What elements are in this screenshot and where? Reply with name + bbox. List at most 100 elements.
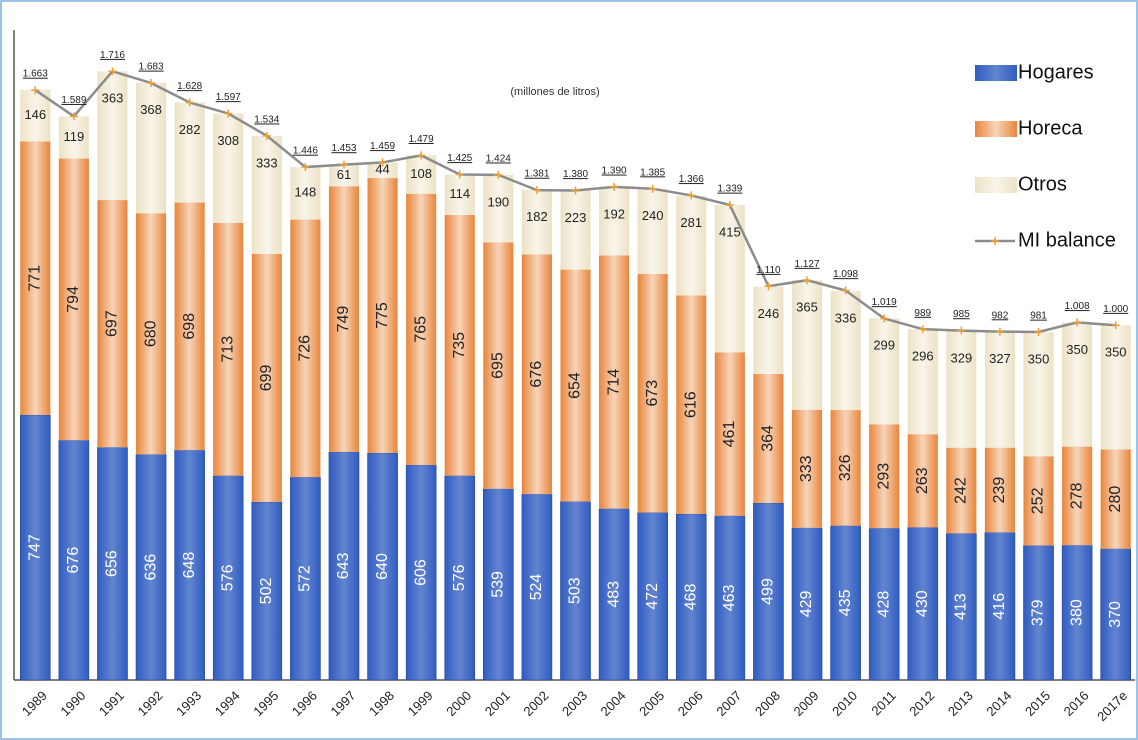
bar-segment-shade [907, 329, 938, 435]
line-marker [764, 282, 773, 291]
data-label: 413 [953, 593, 970, 620]
line-marker [803, 276, 812, 285]
legend-swatch-shade [975, 177, 1017, 193]
bar-segment-shade [714, 352, 745, 516]
legend-label: MI balance [1018, 229, 1116, 251]
bar-segment-shade [290, 476, 321, 681]
data-label: 499 [760, 578, 777, 605]
bar-segment-shade [830, 410, 861, 526]
bar-segment-shade [20, 141, 51, 416]
bar-segment-shade [1062, 446, 1093, 546]
bar-segment-shade [97, 200, 128, 448]
line-marker [1073, 318, 1082, 327]
line-value-label: 1.366 [679, 174, 704, 185]
bar-segment-shade [367, 178, 398, 453]
data-label: 336 [835, 310, 857, 325]
data-label: 747 [27, 534, 44, 561]
line-value-label: 1.110 [756, 265, 781, 276]
line-marker [108, 67, 117, 76]
bar-segment-shade [714, 205, 745, 353]
line-value-label: 1.425 [447, 153, 472, 164]
line-marker [610, 182, 619, 191]
bar-segment-shade [174, 449, 205, 681]
legend-label: Otros [1018, 173, 1067, 195]
data-label: 350 [1028, 351, 1050, 366]
bar-segment-shade [984, 447, 1015, 533]
bar-segment-shade [290, 167, 321, 220]
bar-segment-shade [676, 295, 707, 514]
data-label: 699 [258, 364, 275, 391]
line-marker [957, 326, 966, 335]
data-label: 246 [758, 306, 780, 321]
bar-segment-shade [328, 164, 360, 187]
line-value-label: 982 [992, 310, 1009, 321]
data-label: 119 [64, 129, 85, 144]
bar-segment-shade [830, 290, 861, 411]
data-label: 726 [297, 335, 314, 362]
line-value-label: 1.339 [717, 184, 742, 195]
data-label: 252 [1030, 487, 1047, 514]
data-label: 240 [642, 208, 664, 223]
line-value-label: 989 [914, 308, 931, 319]
bar-segment-shade [907, 527, 939, 681]
bar-segment-shade [791, 409, 823, 528]
bar-segment-shade [174, 102, 205, 203]
bar-segment-shade [367, 162, 398, 179]
line-value-label: 1.479 [409, 134, 434, 145]
bar-segment-shade [907, 434, 938, 528]
data-label: 430 [914, 590, 931, 617]
bar-segment-shade [213, 222, 244, 476]
bar-segment-shade [212, 475, 244, 681]
data-label: 296 [912, 349, 934, 364]
data-label: 616 [682, 391, 699, 418]
line-marker [648, 184, 657, 193]
bar-segment-shade [599, 187, 630, 256]
line-marker [224, 109, 233, 118]
bar-segment-shade [753, 373, 784, 503]
bar-segment-shade [521, 189, 552, 255]
line-value-label: 1.628 [177, 81, 202, 92]
data-label: 503 [567, 577, 584, 604]
data-label: 461 [721, 421, 738, 448]
data-label: 483 [605, 581, 622, 608]
bar-segment-shade [444, 475, 476, 681]
data-label: 326 [837, 454, 854, 481]
line-marker [687, 191, 696, 200]
bar-segment-shade [560, 190, 591, 270]
data-label: 765 [412, 316, 429, 343]
data-label: 576 [219, 564, 236, 591]
line-value-label: 1.663 [23, 69, 48, 80]
line-value-label: 1.459 [370, 141, 395, 152]
data-label: 714 [605, 369, 622, 396]
data-label: 282 [179, 122, 201, 137]
data-label: 329 [951, 350, 973, 365]
bar-segment-shade [714, 515, 746, 681]
data-label: 524 [528, 574, 545, 601]
data-label: 656 [104, 550, 121, 577]
bar-segment-shade [290, 219, 321, 478]
bar-segment-shade [251, 135, 282, 254]
data-label: 61 [337, 167, 351, 182]
line-value-label: 1.000 [1103, 304, 1128, 315]
legend-label: Horeca [1018, 117, 1083, 139]
bar-segment-shade [1061, 544, 1093, 681]
data-label: 278 [1068, 482, 1085, 509]
line-marker [185, 98, 194, 107]
line-value-label: 1.534 [254, 114, 279, 125]
data-label: 263 [914, 467, 931, 494]
bar-segment-shade [830, 525, 861, 681]
bar-segment-shade [1100, 325, 1131, 450]
line-marker [725, 201, 734, 210]
line-marker [571, 186, 580, 195]
bar-segment-shade [406, 155, 437, 194]
line-marker [378, 158, 387, 167]
data-label: 468 [682, 584, 699, 611]
bar-segment-shade [637, 188, 668, 274]
bar-segment-shade [483, 174, 514, 243]
line-marker [262, 131, 271, 140]
bar-segment-shade [791, 280, 823, 410]
bar-segment-shade [1023, 332, 1054, 457]
line-value-label: 1.380 [563, 169, 588, 180]
bar-segment-shade [753, 502, 784, 681]
data-label: 242 [953, 477, 970, 504]
